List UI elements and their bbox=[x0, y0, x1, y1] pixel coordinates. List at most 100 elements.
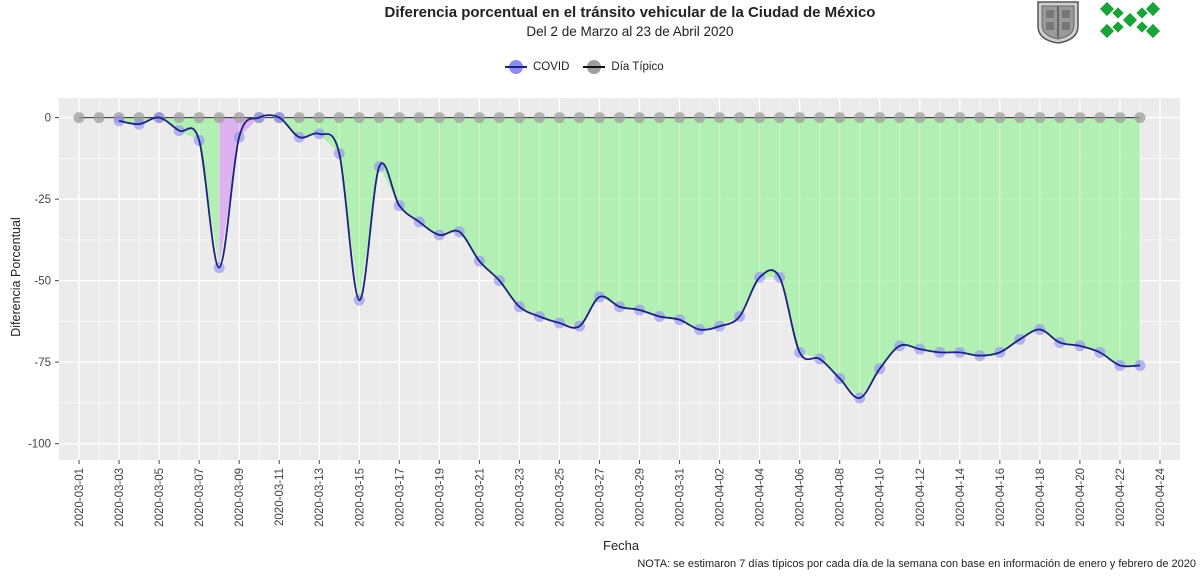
x-tick-label: 2020-04-18 bbox=[1035, 468, 1047, 527]
tipico-point bbox=[774, 112, 786, 124]
fill-segment bbox=[519, 117, 540, 317]
fill-segment bbox=[479, 117, 500, 281]
covid-series bbox=[113, 112, 1146, 404]
x-tick-label: 2020-04-06 bbox=[795, 468, 807, 527]
tipico-point bbox=[1134, 112, 1146, 124]
x-tick-label: 2020-03-05 bbox=[154, 468, 166, 527]
x-tick-label: 2020-03-27 bbox=[594, 468, 606, 527]
tipico-point bbox=[954, 112, 966, 124]
cdmx-x-logo-icon bbox=[1099, 1, 1161, 39]
tipico-point bbox=[393, 112, 405, 124]
x-tick-label: 2020-03-21 bbox=[474, 468, 486, 527]
footnote: NOTA: se estimaron 7 días típicos por ca… bbox=[637, 558, 1196, 570]
tipico-point bbox=[1094, 112, 1106, 124]
x-tick-label: 2020-03-23 bbox=[514, 468, 526, 527]
fill-segment bbox=[939, 117, 960, 353]
fill-segment bbox=[579, 117, 600, 327]
fill-segment bbox=[979, 117, 1000, 356]
tipico-point bbox=[93, 112, 105, 124]
fill-segment bbox=[1099, 117, 1120, 366]
tipico-point bbox=[834, 112, 846, 124]
x-tick-label: 2020-04-16 bbox=[995, 468, 1007, 527]
x-axis: 2020-03-01 2020-03-03 2020-03-05 2020-03-07… bbox=[74, 460, 1167, 527]
x-tick-label: 2020-03-19 bbox=[434, 468, 446, 527]
legend: COVID Día Típico bbox=[505, 57, 678, 77]
fill-segment bbox=[679, 117, 700, 330]
tipico-point bbox=[974, 112, 986, 124]
tipico-point bbox=[573, 112, 585, 124]
tipico-point bbox=[994, 112, 1006, 124]
fill-segment bbox=[559, 117, 580, 327]
x-tick-label: 2020-03-09 bbox=[234, 468, 246, 527]
fill-segment bbox=[539, 117, 560, 324]
legend-label-covid: COVID bbox=[533, 61, 570, 73]
fill-segment bbox=[159, 117, 180, 131]
tipico-point bbox=[553, 112, 565, 124]
tipico-point bbox=[413, 112, 425, 124]
tipico-point bbox=[493, 112, 505, 124]
tipico-point bbox=[173, 112, 185, 124]
fill-segment bbox=[499, 117, 520, 307]
fill-segment bbox=[1019, 117, 1040, 340]
difference-fills bbox=[118, 117, 1141, 399]
y-tick-label: -50 bbox=[34, 276, 51, 288]
tipico-point bbox=[674, 112, 686, 124]
fill-segment bbox=[1119, 117, 1140, 366]
x-tick-label: 2020-04-10 bbox=[875, 468, 887, 527]
fill-segment bbox=[419, 117, 440, 235]
x-tick-label: 2020-03-11 bbox=[274, 468, 286, 526]
legend-item-tipico[interactable]: Día Típico bbox=[583, 59, 664, 75]
tipico-point bbox=[894, 112, 906, 124]
fill-segment bbox=[439, 117, 460, 235]
tipico-point bbox=[433, 112, 445, 124]
chart-title: Diferencia porcentual en el tránsito veh… bbox=[384, 4, 876, 21]
y-tick-label: -100 bbox=[28, 439, 51, 451]
x-tick-label: 2020-04-24 bbox=[1155, 467, 1167, 526]
tipico-point bbox=[373, 112, 385, 124]
fill-segment bbox=[319, 117, 340, 154]
x-tick-label: 2020-03-01 bbox=[74, 468, 86, 527]
fill-segment bbox=[219, 117, 240, 268]
y-tick-label: -25 bbox=[34, 194, 51, 206]
x-tick-label: 2020-04-22 bbox=[1115, 468, 1127, 527]
x-tick-label: 2020-03-29 bbox=[635, 468, 647, 527]
tipico-point bbox=[353, 112, 365, 124]
tipico-point bbox=[914, 112, 926, 124]
tipico-point bbox=[654, 112, 666, 124]
fill-segment bbox=[1039, 117, 1060, 343]
fill-segment bbox=[899, 117, 920, 350]
legend-label-tipico: Día Típico bbox=[611, 61, 664, 73]
y-tick-label: -75 bbox=[34, 357, 51, 369]
cdmx-shield-icon bbox=[1037, 1, 1079, 44]
x-tick-label: 2020-03-03 bbox=[114, 468, 126, 527]
x-tick-label: 2020-04-04 bbox=[755, 467, 767, 526]
tipico-point bbox=[734, 112, 746, 124]
fill-segment bbox=[379, 117, 400, 206]
y-axis: 0 -25 -50 -75 -100 bbox=[28, 113, 59, 451]
fill-segment bbox=[859, 117, 880, 399]
tipico-point bbox=[213, 112, 225, 124]
y-tick-label: 0 bbox=[45, 113, 51, 125]
x-tick-label: 2020-04-12 bbox=[915, 468, 927, 527]
fill-segment bbox=[639, 117, 660, 317]
tipico-point bbox=[1014, 112, 1026, 124]
fill-segment bbox=[459, 117, 480, 262]
x-tick-label: 2020-04-20 bbox=[1075, 468, 1087, 527]
tipico-point bbox=[473, 112, 485, 124]
tipico-point bbox=[874, 112, 886, 124]
legend-item-covid[interactable]: COVID bbox=[505, 59, 569, 75]
tipico-point bbox=[313, 112, 325, 124]
x-tick-label: 2020-03-25 bbox=[554, 468, 566, 527]
fill-segment bbox=[699, 117, 720, 330]
fill-segment bbox=[619, 117, 640, 310]
fill-segment bbox=[399, 117, 420, 222]
x-axis-label: Fecha bbox=[603, 538, 640, 553]
fill-segment bbox=[999, 117, 1020, 353]
y-axis-label: Diferencia Porcentual bbox=[9, 217, 23, 337]
legend-key-tipico bbox=[583, 59, 606, 75]
x-tick-label: 2020-03-15 bbox=[354, 468, 366, 527]
x-tick-label: 2020-04-02 bbox=[715, 468, 727, 527]
fill-segment bbox=[199, 117, 220, 268]
chart-subtitle: Del 2 de Marzo al 23 de Abril 2020 bbox=[526, 24, 734, 39]
fill-segment bbox=[1079, 117, 1100, 353]
